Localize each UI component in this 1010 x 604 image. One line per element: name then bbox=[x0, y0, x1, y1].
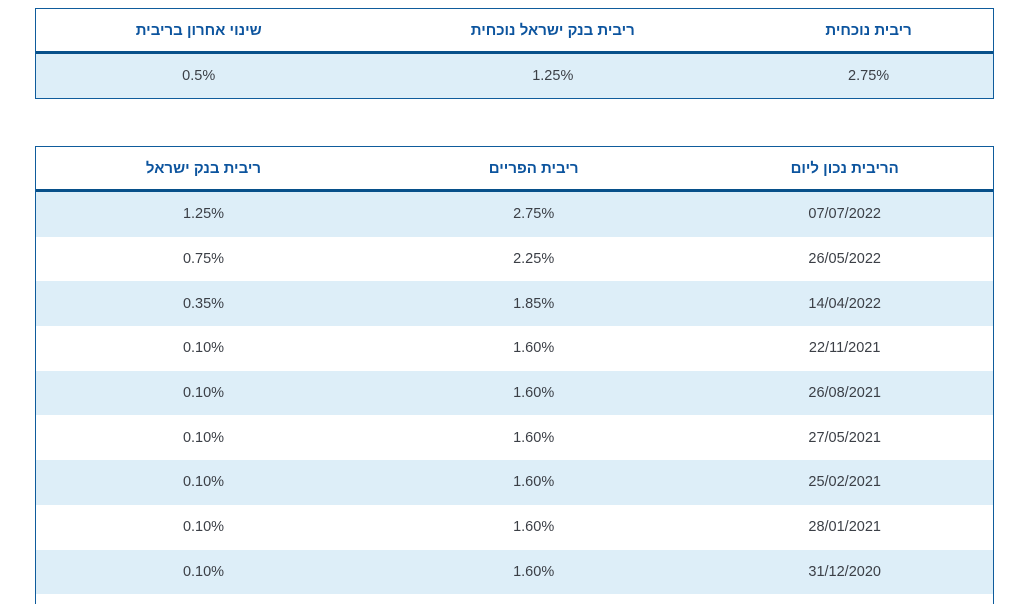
current-rates-table: ריבית נוכחית ריבית בנק ישראל נוכחית שינו… bbox=[35, 8, 994, 99]
boi-current-rate-value: 1.25% bbox=[532, 68, 574, 84]
column-header-boi-rate: ריבית בנק ישראל bbox=[145, 159, 262, 177]
history-header-row: הריבית נכון ליום ריבית הפריים ריבית בנק … bbox=[36, 147, 993, 192]
table-row: 07/07/2022 2.75% 1.25% bbox=[36, 192, 993, 237]
boi-rate-cell: 0.10% bbox=[182, 519, 225, 536]
boi-rate-cell: 0.10% bbox=[182, 385, 225, 402]
column-header-boi-current-rate: ריבית בנק ישראל נוכחית bbox=[470, 21, 635, 39]
table-row: 26/08/2021 1.60% 0.10% bbox=[36, 370, 993, 416]
table-row: 26/05/2022 2.25% 0.75% bbox=[36, 236, 993, 282]
prime-rate-cell: 1.60% bbox=[513, 340, 555, 357]
table-row: 28/01/2021 1.60% 0.10% bbox=[36, 504, 993, 550]
date-cell: 14/04/2022 bbox=[808, 295, 881, 312]
current-rate-value: 2.75% bbox=[848, 68, 890, 84]
boi-rate-cell: 0.10% bbox=[182, 563, 225, 580]
date-cell: 26/05/2022 bbox=[808, 251, 881, 268]
table-row: 27/05/2021 1.60% 0.10% bbox=[36, 415, 993, 461]
last-rate-change-value: 0.5% bbox=[182, 68, 216, 84]
table-row: 25/02/2021 1.60% 0.10% bbox=[36, 460, 993, 505]
boi-rate-cell: 0.10% bbox=[182, 340, 225, 357]
table-row: 22/11/2021 1.60% 0.10% bbox=[36, 326, 993, 371]
prime-rate-cell: 1.60% bbox=[513, 474, 555, 491]
boi-rate-cell: 1.25% bbox=[182, 206, 225, 223]
boi-rate-cell: 0.10% bbox=[182, 429, 225, 446]
prime-rate-cell: 2.25% bbox=[513, 251, 555, 268]
prime-rate-cell: 1.85% bbox=[513, 295, 555, 312]
date-cell: 28/01/2021 bbox=[808, 519, 881, 536]
column-header-rate-as-of-date: הריבית נכון ליום bbox=[790, 159, 899, 177]
current-rates-header-row: ריבית נוכחית ריבית בנק ישראל נוכחית שינו… bbox=[36, 9, 993, 54]
table-row-partial bbox=[36, 594, 993, 604]
date-cell: 25/02/2021 bbox=[808, 474, 881, 491]
boi-rate-cell: 0.75% bbox=[182, 251, 225, 268]
column-header-prime-rate: ריבית הפריים bbox=[488, 159, 579, 177]
boi-rate-cell: 0.35% bbox=[182, 295, 225, 312]
date-cell: 22/11/2021 bbox=[808, 340, 881, 357]
prime-rate-cell: 1.60% bbox=[513, 519, 555, 536]
rates-history-table: הריבית נכון ליום ריבית הפריים ריבית בנק … bbox=[35, 146, 994, 604]
date-cell: 27/05/2021 bbox=[808, 429, 881, 446]
column-header-current-rate: ריבית נוכחית bbox=[825, 21, 912, 39]
date-cell: 26/08/2021 bbox=[808, 385, 881, 402]
current-rates-value-row: 2.75% 1.25% 0.5% bbox=[36, 54, 993, 98]
date-cell: 31/12/2020 bbox=[808, 563, 881, 580]
prime-rate-cell: 1.60% bbox=[513, 563, 555, 580]
table-row: 14/04/2022 1.85% 0.35% bbox=[36, 281, 993, 327]
date-cell: 07/07/2022 bbox=[808, 206, 881, 223]
prime-rate-cell: 1.60% bbox=[513, 429, 555, 446]
prime-rate-cell: 1.60% bbox=[513, 385, 555, 402]
prime-rate-cell: 2.75% bbox=[513, 206, 555, 223]
boi-rate-cell: 0.10% bbox=[182, 474, 225, 491]
table-row: 31/12/2020 1.60% 0.10% bbox=[36, 549, 993, 595]
column-header-last-rate-change: שינוי אחרון בריבית bbox=[135, 21, 262, 39]
